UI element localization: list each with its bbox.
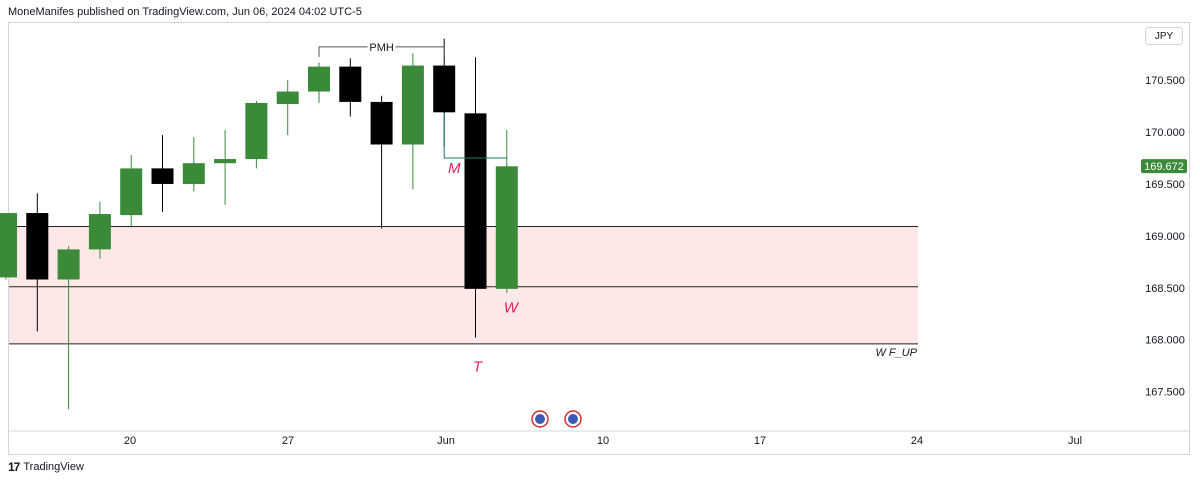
candle-body [245, 102, 268, 160]
candle-body [88, 214, 111, 250]
y-tick-label: 169.000 [1145, 231, 1185, 243]
candle-body [370, 101, 393, 145]
tradingview-logo-icon[interactable]: 17 [8, 460, 20, 474]
candle-body [401, 65, 424, 145]
candle-body [57, 249, 80, 280]
pmh-label-bg [367, 39, 396, 54]
y-tick-label: 170.000 [1145, 127, 1185, 139]
zone-layer [9, 226, 918, 345]
publish-info: MoneManifes published on TradingView.com… [8, 6, 362, 18]
x-tick-label: 20 [124, 435, 136, 447]
label-wf-up: W F_UP [875, 347, 917, 359]
event-icons [531, 410, 582, 428]
x-tick-label: Jul [1068, 435, 1082, 447]
candle-body [151, 168, 174, 184]
demand-zone [9, 226, 918, 344]
label-m: M [448, 160, 461, 177]
x-tick-label: 24 [911, 435, 923, 447]
y-tick-label: 168.000 [1145, 335, 1185, 347]
pmh-label: PMH [369, 42, 394, 54]
footer: 17 TradingView [8, 460, 84, 474]
candle-body [182, 163, 205, 184]
y-tick-label: 169.500 [1145, 179, 1185, 191]
x-tick-label: 17 [754, 435, 766, 447]
x-tick-label: Jun [437, 435, 455, 447]
candle-body [214, 159, 237, 164]
y-axis: 170.500 170.000 169.500 169.000 168.500 168.0… [1141, 75, 1187, 399]
x-tick-label: 10 [597, 435, 609, 447]
event-icon-dot [535, 414, 545, 424]
candle-body [433, 65, 456, 113]
event-icon-dot [568, 414, 578, 424]
candle-body [26, 213, 49, 280]
candle-layer [0, 38, 518, 410]
current-price-tag [1141, 159, 1187, 174]
candle-body [0, 213, 17, 278]
currency-button[interactable]: JPY [1145, 27, 1183, 45]
candle-body [308, 66, 330, 92]
candle-body [464, 113, 487, 289]
current-price-label: 169.672 [1144, 161, 1184, 173]
y-tick-label: 168.500 [1145, 283, 1185, 295]
m-neckline [443, 113, 507, 159]
label-t: T [473, 358, 484, 375]
label-w: W [504, 299, 520, 316]
footer-brand[interactable]: TradingView [23, 461, 84, 473]
y-tick-label: 167.500 [1145, 387, 1185, 399]
annotation-layer: PMH M W T W F_UP [318, 39, 918, 375]
candle-body [495, 166, 518, 289]
x-axis: 20 27 Jun 10 17 24 Jul [9, 430, 1189, 447]
x-tick-label: 27 [282, 435, 294, 447]
candle-body [276, 91, 299, 104]
candle-body [120, 168, 143, 216]
candle-body [339, 66, 362, 102]
y-tick-label: 170.500 [1145, 75, 1185, 87]
